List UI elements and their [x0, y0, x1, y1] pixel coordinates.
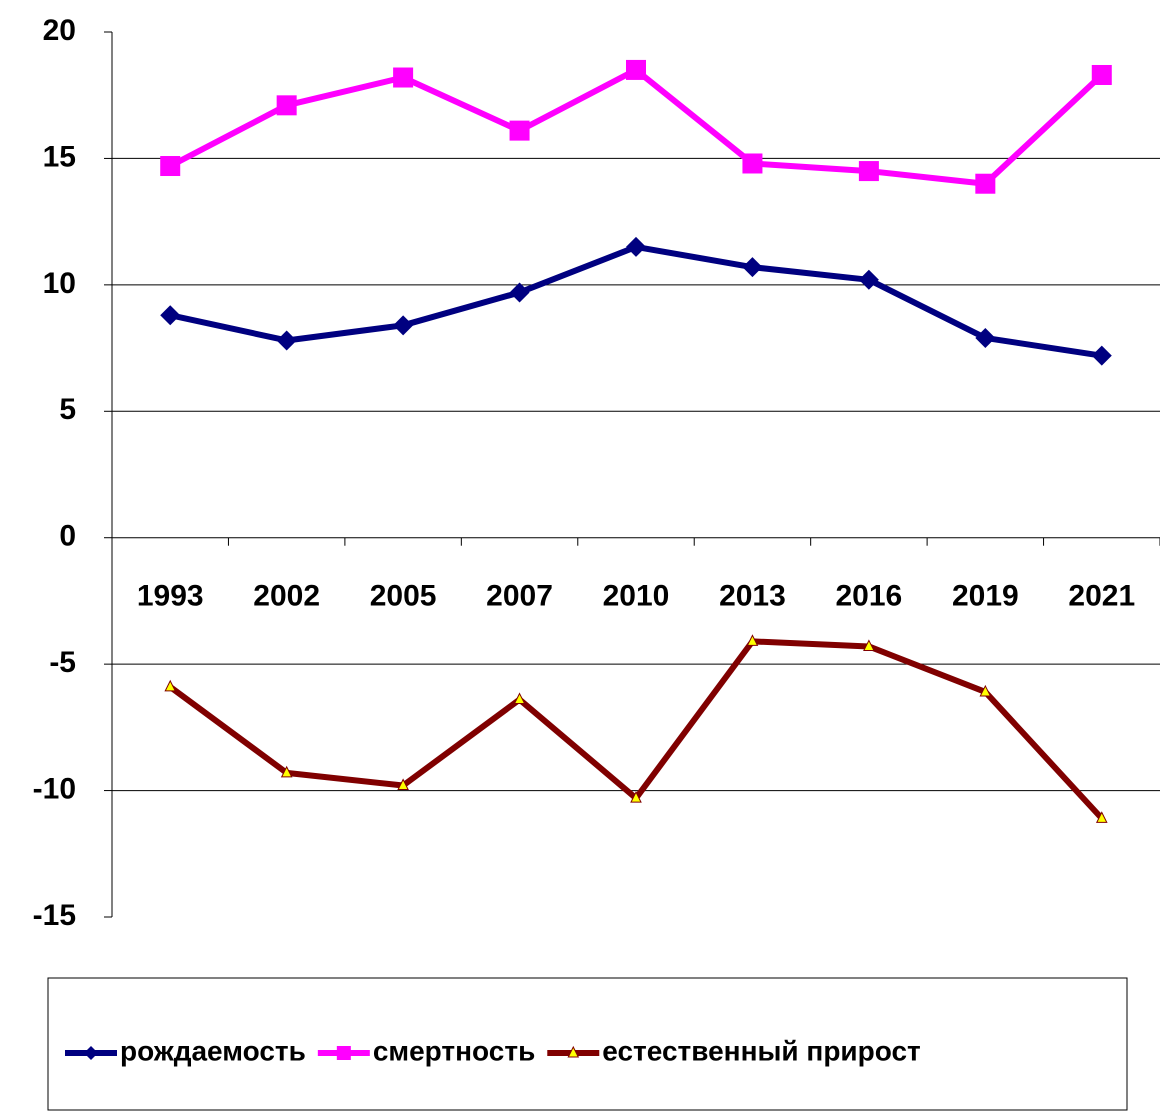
point-marker	[742, 153, 763, 174]
point-marker	[626, 59, 646, 80]
x-tick-label: 1993	[137, 580, 204, 613]
y-tick-label: -15	[33, 899, 76, 932]
x-tick-label: 2013	[719, 580, 786, 613]
point-marker	[393, 315, 414, 336]
x-tick-label: 2021	[1068, 580, 1135, 613]
y-tick-label: 5	[59, 393, 76, 426]
point-marker	[164, 679, 177, 692]
point-marker	[975, 173, 996, 194]
x-tick-label: 2010	[603, 580, 670, 613]
series-line	[169, 243, 1103, 359]
point-marker	[626, 236, 646, 257]
point-marker	[393, 67, 414, 88]
point-marker	[513, 692, 526, 705]
point-marker	[509, 282, 530, 303]
legend-marker	[567, 1045, 580, 1058]
point-marker	[858, 269, 879, 290]
point-marker	[858, 161, 879, 182]
point-marker	[975, 327, 996, 348]
y-tick-label: -10	[33, 772, 76, 805]
point-marker	[280, 765, 293, 778]
legend-box	[47, 977, 1128, 1111]
x-tick-label: 2002	[253, 580, 320, 613]
point-marker	[742, 257, 763, 278]
x-tick-label: 2016	[836, 580, 903, 613]
x-tick-label: 2007	[486, 580, 553, 613]
x-tick-label: 2019	[952, 580, 1019, 613]
point-marker	[276, 95, 297, 116]
point-marker	[160, 156, 181, 177]
x-tick-label: 2005	[370, 580, 437, 613]
point-marker	[276, 330, 297, 351]
point-marker	[863, 639, 875, 651]
legend-label: естественный прирост	[602, 1035, 920, 1066]
legend-marker	[336, 1046, 351, 1060]
point-marker	[630, 791, 642, 803]
y-tick-label: 15	[43, 140, 76, 173]
point-marker	[1091, 345, 1112, 366]
point-marker	[397, 778, 409, 791]
y-tick-label: 0	[59, 520, 76, 553]
y-tick-label: -5	[49, 646, 76, 679]
legend-label: рождаемость	[120, 1035, 306, 1066]
point-marker	[509, 120, 530, 141]
y-tick-label: 20	[43, 14, 76, 47]
point-marker	[746, 634, 759, 646]
legend-marker	[84, 1046, 98, 1060]
point-marker	[160, 305, 181, 326]
legend-label: смертность	[373, 1035, 535, 1066]
point-marker	[1091, 64, 1112, 85]
point-marker	[1095, 811, 1108, 823]
series-line	[168, 66, 1104, 187]
y-tick-label: 10	[43, 267, 76, 300]
point-marker	[979, 684, 992, 697]
